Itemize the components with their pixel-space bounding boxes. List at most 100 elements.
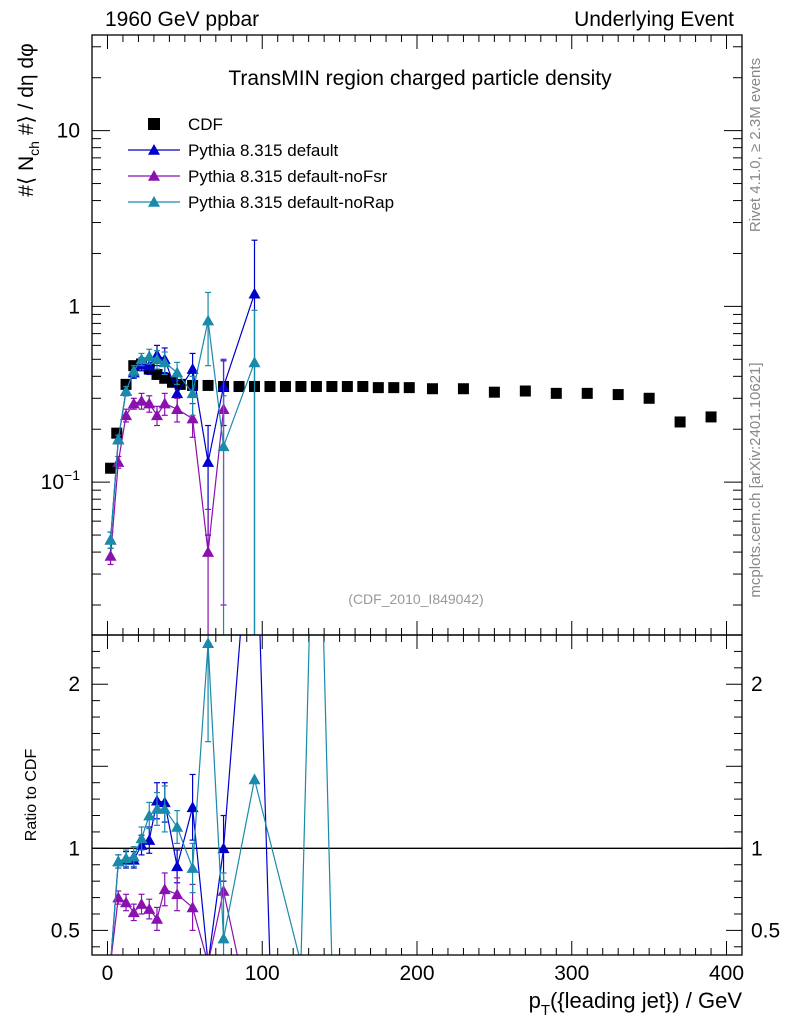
ratio-y-tick-label-right: 2 xyxy=(751,673,763,696)
cdf-data-point xyxy=(151,368,163,380)
mc-data-point xyxy=(135,394,148,406)
cdf-data-point xyxy=(202,379,214,391)
x-axis-label: pT({leading jet}) / GeV xyxy=(529,988,743,1019)
cdf-data-point xyxy=(120,378,132,390)
cdf-data-point xyxy=(159,372,171,384)
legend: CDF Pythia 8.315 default Pythia 8.315 defa… xyxy=(128,115,394,212)
ratio-data-point xyxy=(127,906,140,918)
mc-data-point xyxy=(158,397,171,409)
ratio-data-layer xyxy=(92,635,742,955)
mc-data-point xyxy=(158,356,171,368)
series-line-3 xyxy=(109,320,256,540)
legend-label: Pythia 8.315 default-noRap xyxy=(188,193,394,212)
main-data-layer xyxy=(104,239,717,635)
header-left: 1960 GeV ppbar xyxy=(105,8,260,31)
ratio-data-point xyxy=(186,801,199,813)
mc-data-point xyxy=(104,533,117,545)
x-tick-label: 0 xyxy=(102,962,114,985)
ratio-data-point xyxy=(112,855,125,867)
ratio-line-2 xyxy=(110,635,333,955)
ratio-data-point xyxy=(217,842,230,854)
ratio-data-point xyxy=(112,891,125,903)
ratio-data-point xyxy=(158,802,171,814)
ratio-data-point xyxy=(158,883,171,895)
ratio-data-point xyxy=(186,862,199,873)
legend-label: Pythia 8.315 default-noFsr xyxy=(188,167,388,186)
mc-data-point xyxy=(171,403,184,415)
series-line-1 xyxy=(109,293,256,540)
cdf-data-point xyxy=(111,427,123,439)
ratio-line-1 xyxy=(110,888,238,955)
cdf-data-point xyxy=(341,381,353,393)
x-tick-label: 300 xyxy=(554,962,589,985)
mc-data-point xyxy=(248,287,261,299)
cdf-data-point xyxy=(426,383,438,395)
cdf-data-point xyxy=(233,381,245,393)
ratio-y-axis-label: Ratio to CDF xyxy=(23,749,40,842)
mc-data-point xyxy=(120,385,133,396)
ratio-data-point xyxy=(120,896,133,908)
main-y-axis-label: #⟨ Nch #⟩ / dη dφ xyxy=(15,43,42,196)
ratio-data-point xyxy=(135,832,148,844)
cdf-data-point xyxy=(612,389,624,401)
mc-data-point xyxy=(151,409,163,421)
rivet-label: Rivet 4.1.0, ≥ 2.3M events xyxy=(747,58,764,232)
mc-data-point xyxy=(143,359,156,371)
ratio-y-tick-label-right: 1 xyxy=(751,837,763,860)
cdf-data-point xyxy=(457,383,469,395)
cdf-data-point xyxy=(705,411,717,423)
mc-data-point xyxy=(112,433,125,445)
mc-data-point xyxy=(171,366,184,378)
mc-data-point xyxy=(143,350,156,362)
ratio-data-point xyxy=(171,860,184,872)
y-tick-label: 10−1 xyxy=(41,467,81,494)
x-tick-label: 200 xyxy=(399,962,434,985)
mc-data-point xyxy=(202,456,215,467)
cdf-data-point xyxy=(388,382,400,394)
ratio-y-tick-label: 0.5 xyxy=(51,919,80,942)
mc-data-point xyxy=(151,353,163,365)
y-tick-label: 10 xyxy=(57,120,80,143)
cdf-data-point xyxy=(174,378,186,390)
cdf-data-point xyxy=(105,462,117,474)
mc-data-point xyxy=(186,387,199,399)
mc-data-point xyxy=(248,356,261,368)
ratio-data-point xyxy=(202,637,215,649)
legend-label: Pythia 8.315 default xyxy=(188,141,339,160)
cdf-data-point xyxy=(519,385,531,397)
ratio-y-tick-label: 2 xyxy=(68,673,80,696)
cdf-data-point xyxy=(643,392,655,404)
cdf-data-point xyxy=(279,381,291,393)
x-tick-label: 400 xyxy=(709,962,744,985)
ratio-frame xyxy=(91,634,743,956)
main-title: TransMIN region charged particle density xyxy=(228,67,612,90)
legend-marker xyxy=(148,144,160,155)
mcplots-label: mcplots.cern.ch [arXiv:2401.10621] xyxy=(747,362,764,597)
ratio-data-point xyxy=(171,821,184,832)
y-tick-label: 1 xyxy=(68,295,80,318)
x-tick-label: 100 xyxy=(245,962,280,985)
mc-data-point xyxy=(127,364,140,376)
ratio-y-tick-label-right: 0.5 xyxy=(751,919,780,942)
cdf-data-point xyxy=(357,381,369,393)
ratio-data-point xyxy=(151,912,163,924)
main-axes-ticks: 10−1 1 10 xyxy=(41,35,743,635)
legend-marker xyxy=(148,170,160,181)
mc-data-point xyxy=(120,409,133,421)
ratio-data-point xyxy=(151,802,163,814)
ratio-y-tick-label: 1 xyxy=(68,837,80,860)
cdf-data-point xyxy=(403,382,415,394)
mc-data-point xyxy=(202,546,215,557)
cdf-data-point xyxy=(310,381,322,393)
cdf-data-point xyxy=(550,387,562,399)
mc-data-point xyxy=(112,456,125,467)
ratio-data-point xyxy=(143,809,156,821)
cdf-data-point xyxy=(488,386,500,398)
legend-marker xyxy=(148,196,160,207)
ratio-line-0 xyxy=(110,635,271,955)
ratio-data-point xyxy=(135,898,148,909)
cdf-data-point xyxy=(674,416,686,428)
ratio-data-point xyxy=(171,888,184,900)
header-right: Underlying Event xyxy=(574,8,734,31)
